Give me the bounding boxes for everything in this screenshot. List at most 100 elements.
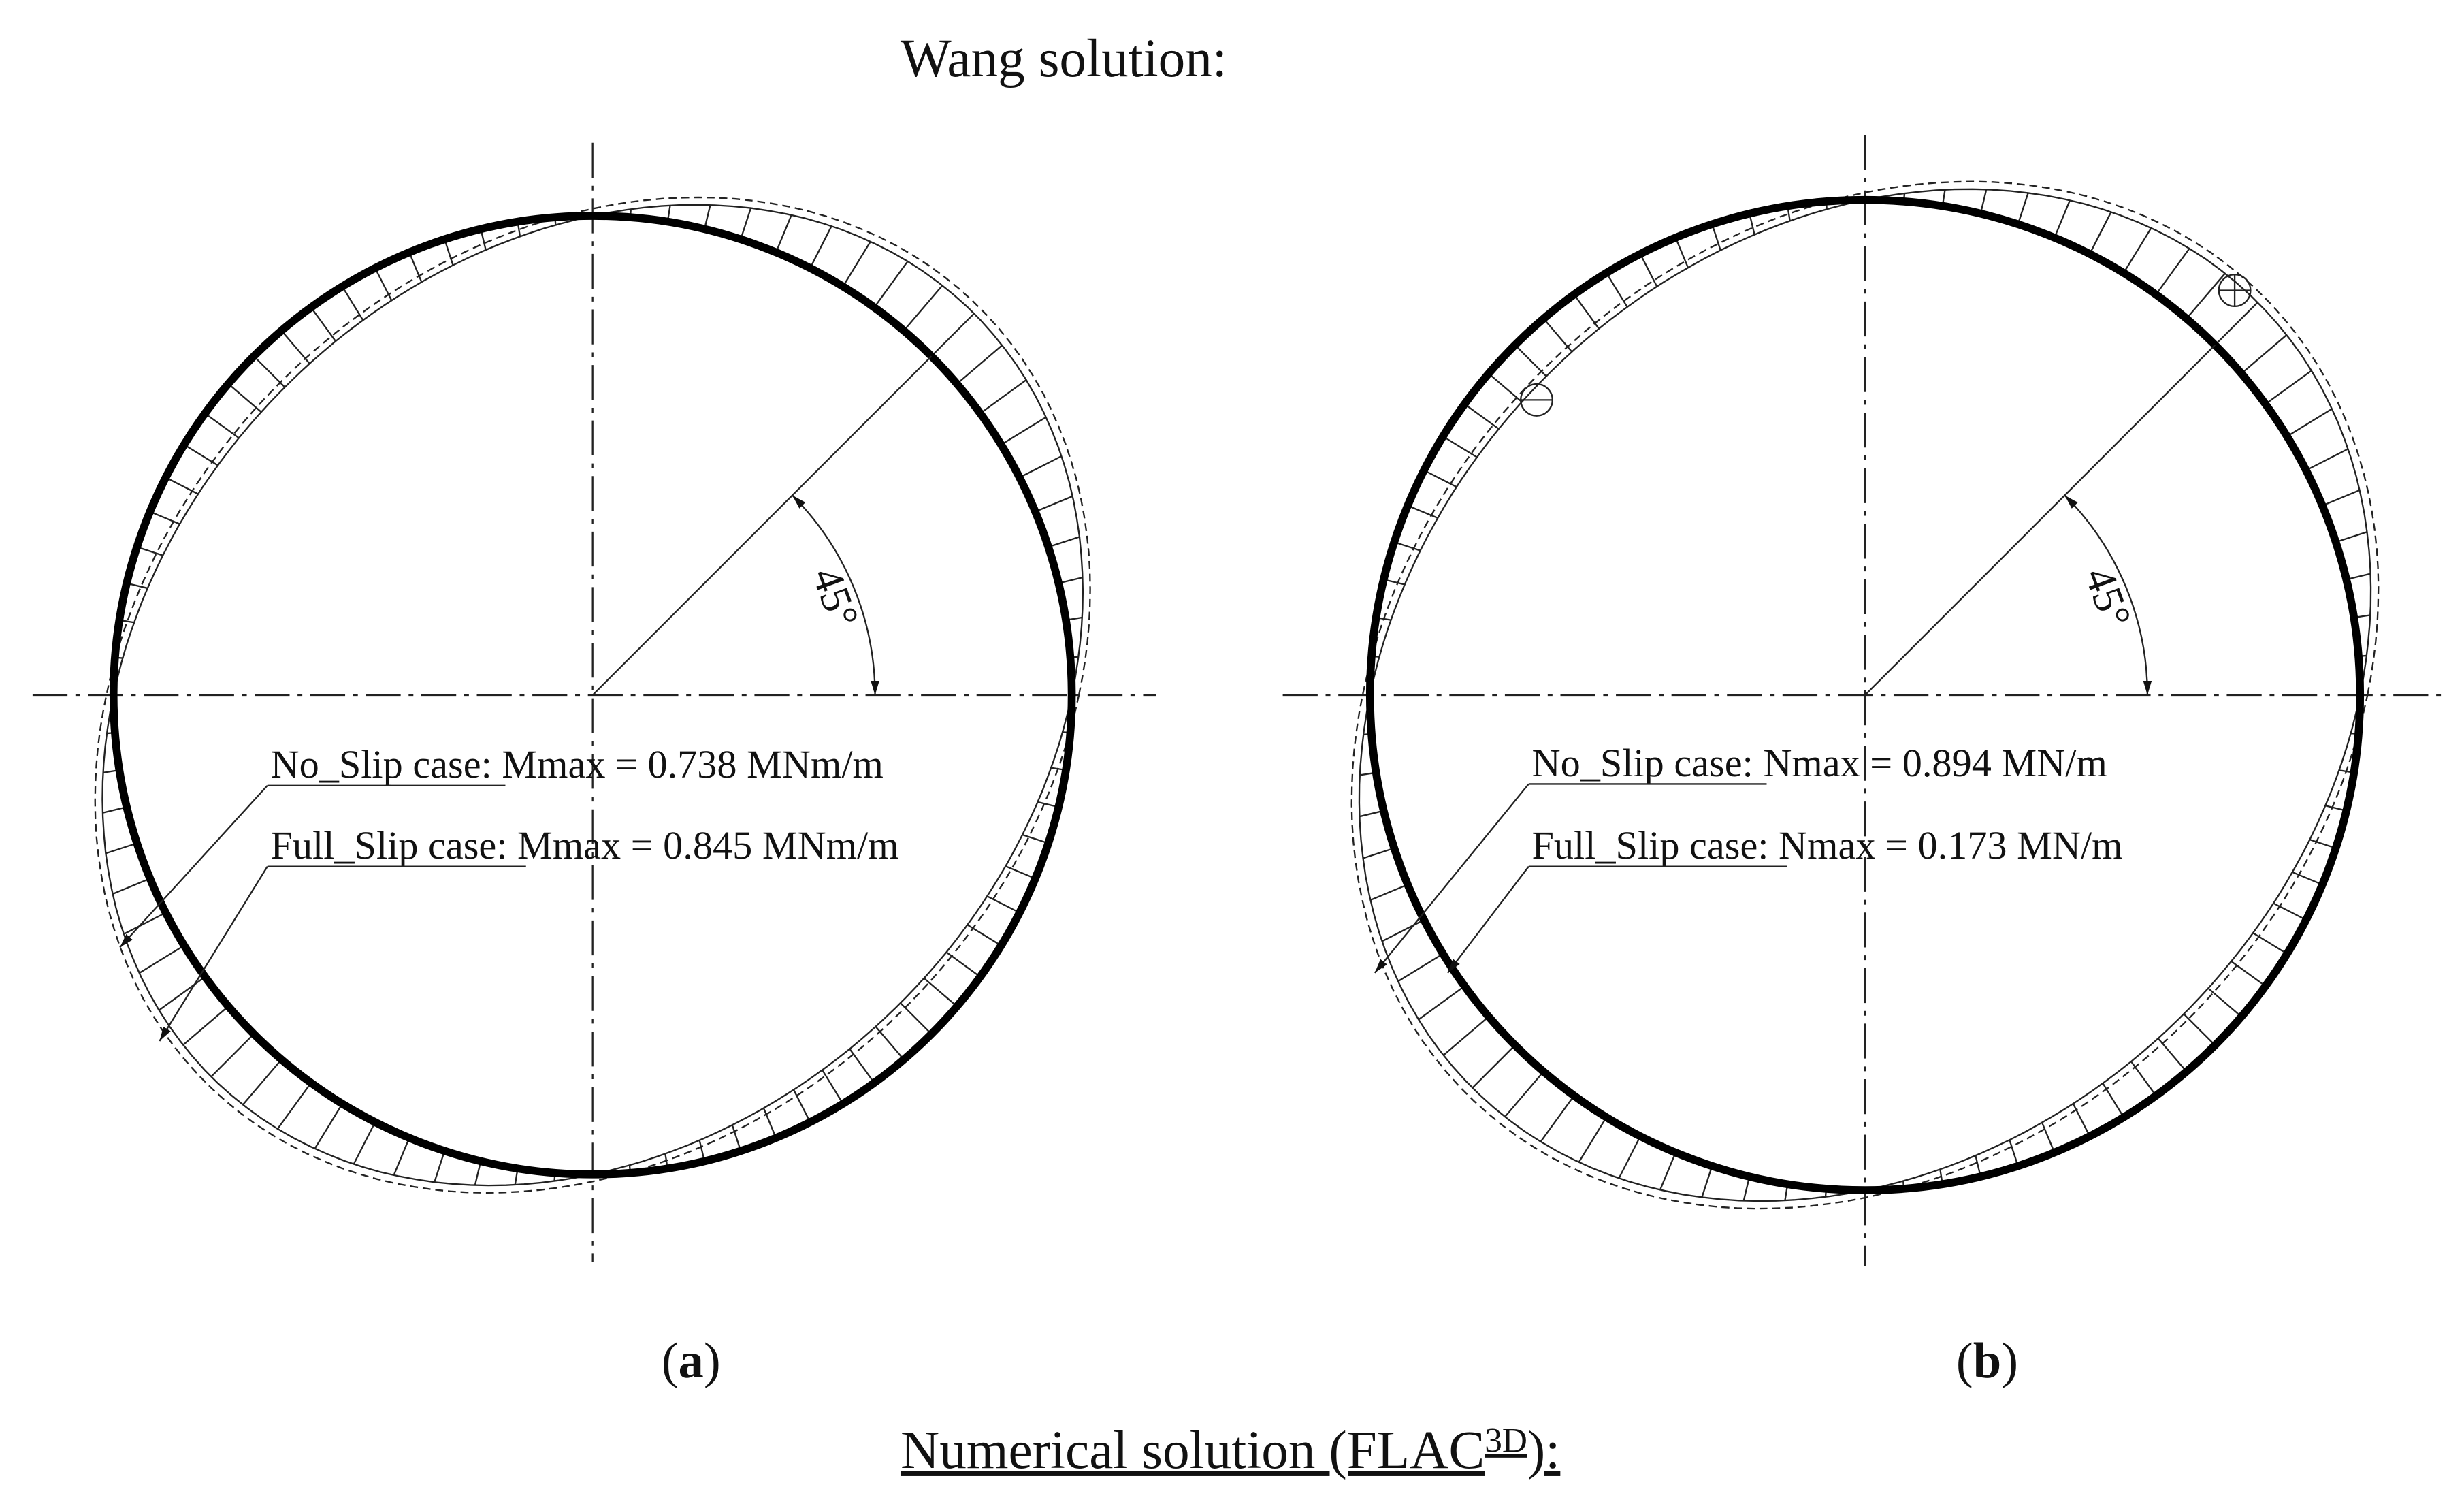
hatch-line bbox=[1058, 576, 1083, 584]
hatch-line bbox=[1606, 272, 1628, 308]
hatch-line bbox=[165, 477, 199, 495]
hatch-line bbox=[123, 912, 167, 935]
hatch-line bbox=[2155, 248, 2190, 295]
hatch-line bbox=[1394, 541, 1421, 551]
angle-label: 45° bbox=[803, 561, 869, 634]
hatch-line bbox=[731, 1124, 742, 1151]
angle-arc bbox=[792, 494, 879, 695]
hatch-line bbox=[762, 1108, 777, 1138]
annotation: No_Slip case: Nmax = 0.894 MN/m bbox=[1532, 741, 2107, 785]
hatch-line bbox=[2305, 448, 2349, 471]
hatch-line bbox=[138, 944, 185, 974]
hatch-line bbox=[1504, 1071, 1544, 1118]
panel-label: (b) bbox=[1956, 1333, 2018, 1389]
hatch-line bbox=[2017, 192, 2029, 225]
hatch-line bbox=[1442, 1016, 1489, 1056]
hatch-line bbox=[159, 976, 206, 1011]
hatch-line bbox=[775, 214, 792, 253]
hatch-line bbox=[1701, 1166, 1713, 1198]
panel-label: (a) bbox=[662, 1333, 721, 1389]
panel-label-part: ( bbox=[1956, 1333, 1973, 1389]
hatch-line bbox=[930, 313, 975, 357]
hatch-line bbox=[136, 546, 163, 556]
title: Wang solution: bbox=[901, 29, 1227, 89]
hatch-line bbox=[112, 878, 150, 895]
hatch-line bbox=[873, 261, 909, 308]
hatch-line bbox=[1618, 1136, 1641, 1179]
hatch-line bbox=[2273, 902, 2307, 921]
hatch-line bbox=[2265, 370, 2312, 405]
hatch-line bbox=[102, 806, 127, 814]
radius-45 bbox=[1864, 344, 2216, 696]
hatch-line bbox=[374, 268, 393, 301]
hatch-line bbox=[923, 977, 958, 1007]
hatch-line bbox=[809, 225, 832, 269]
hatch-line bbox=[1659, 1152, 1676, 1191]
footer-end: ): bbox=[1527, 1420, 1560, 1480]
hatch-line bbox=[149, 511, 180, 525]
annotation: Full_Slip case: Mmax = 0.845 MNm/m bbox=[271, 823, 899, 867]
hatch-line bbox=[1463, 403, 1500, 430]
hatch-line bbox=[2072, 1103, 2091, 1137]
hatch-line bbox=[842, 241, 871, 287]
annotation: Full_Slip case: Nmax = 0.173 MN/m bbox=[1532, 823, 2123, 867]
hatch-line bbox=[792, 1089, 811, 1123]
hatch-line bbox=[903, 285, 943, 332]
hatch-line bbox=[227, 383, 262, 413]
hatch-line bbox=[393, 1137, 410, 1176]
hatch-line bbox=[2309, 839, 2336, 849]
hatch-line bbox=[2252, 932, 2288, 955]
hatch-line bbox=[1369, 884, 1408, 901]
hatch-line bbox=[182, 1006, 229, 1046]
footer: Numerical solution (FLAC3D): bbox=[901, 1420, 1560, 1480]
hatch-line bbox=[2186, 272, 2226, 319]
annotation: No_Slip case: Mmax = 0.738 MNm/m bbox=[271, 742, 884, 786]
hatch-line bbox=[1359, 810, 1384, 818]
panel: 45° No_Slip case: Mmax = 0.738 MNm/m Full_… bbox=[32, 142, 1156, 1389]
hatch-line bbox=[986, 895, 1020, 914]
hatch-line bbox=[210, 1033, 255, 1078]
hatch-line bbox=[1639, 253, 1658, 287]
hatch-line bbox=[1001, 416, 1047, 446]
hatch-line bbox=[341, 286, 364, 321]
hatch-line bbox=[1022, 833, 1049, 844]
footer-superscript: 3D bbox=[1485, 1422, 1527, 1460]
hatch-line bbox=[1979, 189, 1988, 214]
hatch-line bbox=[1711, 223, 1721, 251]
hatch-line bbox=[703, 204, 711, 229]
panel: 45° No_Slip case: Nmax = 0.894 MN/m Full_S… bbox=[1282, 135, 2444, 1389]
leader-line bbox=[159, 866, 268, 1042]
hatch-line bbox=[979, 379, 1027, 415]
hatch-line bbox=[1005, 865, 1036, 880]
distribution-curve-dashed bbox=[94, 196, 1091, 1194]
panel-label-part: ) bbox=[704, 1333, 721, 1389]
leader-line bbox=[119, 784, 268, 948]
hatch-line bbox=[1407, 505, 1438, 519]
hatch-line bbox=[1674, 237, 1689, 268]
angle-label: 45° bbox=[2075, 561, 2141, 634]
hatch-line bbox=[1397, 953, 1444, 982]
hatch-line bbox=[204, 413, 240, 439]
hatch-line bbox=[1381, 919, 1425, 942]
hatch-line bbox=[2214, 302, 2258, 346]
hatch-line bbox=[1540, 1095, 1575, 1142]
hatch-line bbox=[2292, 871, 2323, 886]
hatch-line bbox=[314, 1103, 343, 1149]
hatch-line bbox=[2346, 573, 2371, 581]
hatch-line bbox=[2009, 1139, 2019, 1166]
hatch-line bbox=[2122, 227, 2152, 274]
hatch-line bbox=[1363, 847, 1395, 859]
hatch-line bbox=[1442, 435, 1478, 458]
hatch-line bbox=[2207, 987, 2242, 1018]
hatch-line bbox=[1578, 1117, 1608, 1163]
hatch-line bbox=[1019, 455, 1062, 479]
hatch-line bbox=[1035, 495, 1073, 513]
lining-circle bbox=[109, 212, 1076, 1179]
hatch-line bbox=[2322, 489, 2361, 507]
hatch-line bbox=[2241, 334, 2288, 374]
hatch-line bbox=[444, 239, 454, 266]
hatch-line bbox=[2089, 211, 2112, 255]
radius-45 bbox=[591, 355, 933, 696]
hatch-line bbox=[822, 1069, 844, 1104]
